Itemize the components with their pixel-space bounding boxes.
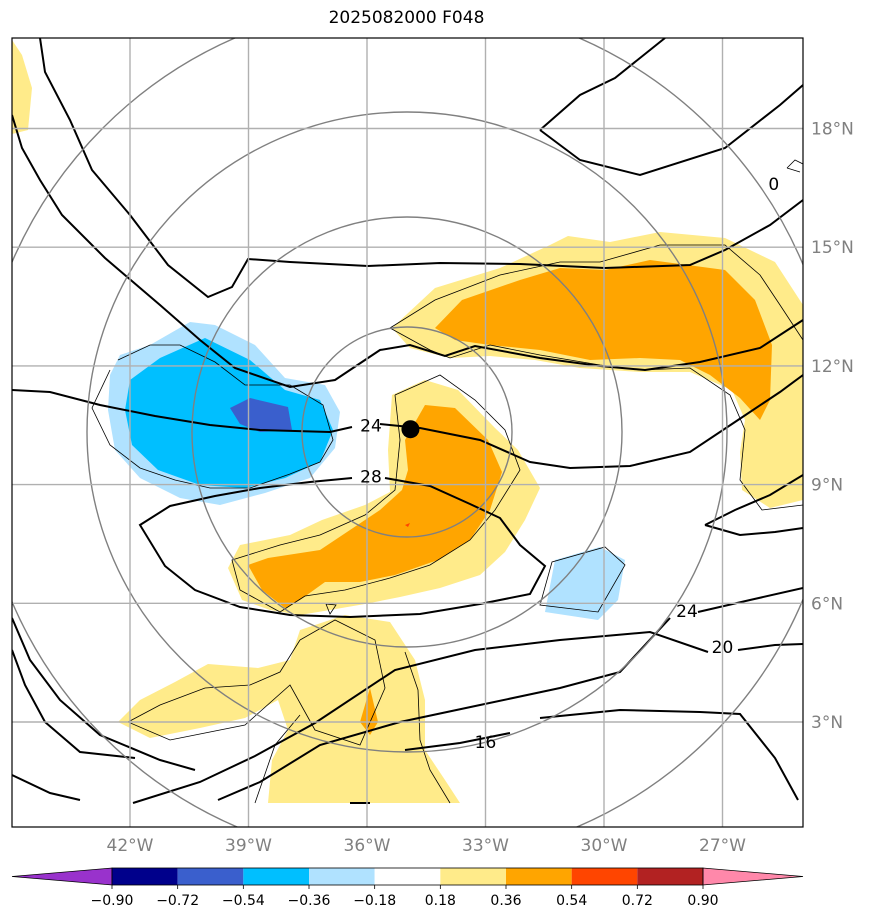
lon-tick-label: 42°W bbox=[107, 836, 154, 856]
lat-tick-label: 12°N bbox=[811, 357, 854, 377]
colorbar-swatch bbox=[506, 868, 572, 885]
shade-red-speck bbox=[405, 523, 410, 527]
thick-contour-east-2 bbox=[704, 524, 803, 537]
thin-contour-south bbox=[127, 619, 386, 746]
lon-tick-label: 30°W bbox=[581, 836, 628, 856]
colorbar-tick-label: −0.54 bbox=[222, 893, 265, 909]
contour-label: 0 bbox=[768, 175, 779, 195]
colorbar-swatch bbox=[309, 868, 375, 885]
colorbar-swatch bbox=[374, 868, 441, 885]
map-field bbox=[12, 38, 803, 827]
map-title: 2025082000 F048 bbox=[328, 8, 485, 28]
colorbar-swatch bbox=[440, 868, 506, 885]
lon-tick-label: 33°W bbox=[462, 836, 509, 856]
lat-tick-label: 6°N bbox=[811, 594, 843, 614]
thick-contour-ne bbox=[539, 38, 803, 177]
thick-contour-28 bbox=[138, 477, 547, 619]
thin-contour-central bbox=[231, 374, 521, 613]
thin-contour-east-blob bbox=[539, 546, 626, 613]
colorbar-tick-label: −0.18 bbox=[353, 893, 396, 909]
colorbar-tick-label: 0.72 bbox=[622, 893, 653, 909]
thick-contours bbox=[12, 38, 803, 804]
storm-center-marker bbox=[401, 420, 420, 439]
contour-label: 28 bbox=[360, 468, 382, 488]
colorbar-tick-label: 0.18 bbox=[425, 893, 456, 909]
thick-contour-20 bbox=[132, 630, 803, 804]
shade-orange-south bbox=[360, 688, 378, 735]
shade-cyan bbox=[125, 338, 333, 488]
lat-tick-label: 18°N bbox=[811, 120, 854, 140]
colorbar-swatch bbox=[637, 868, 703, 885]
contour-label: 24 bbox=[676, 602, 698, 622]
range-ring-2 bbox=[191, 216, 623, 648]
colorbar-tick-label: 0.54 bbox=[556, 893, 587, 909]
axis-labels: 42°W 39°W 36°W 33°W 30°W 27°W 3°N 6°N 9°N 12°N 15°… bbox=[107, 120, 854, 857]
lat-tick-label: 3°N bbox=[811, 713, 843, 733]
colorbar-swatch bbox=[112, 868, 178, 885]
shade-royal-blue bbox=[230, 398, 292, 432]
thick-contour-24-south bbox=[12, 587, 803, 801]
colorbar-swatch bbox=[571, 868, 638, 885]
thick-contour-24 bbox=[12, 374, 803, 470]
thick-contour-nw-2 bbox=[12, 114, 803, 389]
contour-label: 24 bbox=[360, 416, 382, 436]
range-ring-1 bbox=[301, 326, 513, 538]
colorbar-tick-label: 0.36 bbox=[490, 893, 521, 909]
contour-label: 16 bbox=[475, 733, 497, 753]
colorbar-tick-label: −0.90 bbox=[91, 893, 134, 909]
range-rings bbox=[12, 38, 803, 827]
colorbar-extend-min bbox=[11, 867, 113, 886]
colorbar-swatch bbox=[177, 868, 244, 885]
thick-contour-nw-1 bbox=[39, 38, 803, 299]
lon-tick-label: 36°W bbox=[344, 836, 391, 856]
map-frame bbox=[11, 37, 804, 828]
lon-tick-label: 27°W bbox=[699, 836, 746, 856]
range-ring-3 bbox=[86, 111, 728, 753]
colorbar-outline bbox=[111, 867, 704, 886]
contour-labels: 24 28 24 20 16 0 bbox=[360, 175, 779, 753]
colorbar: −0.90 −0.72 −0.54 −0.36 −0.18 0.18 0.36 0.54 0.7… bbox=[11, 867, 804, 909]
thin-contour-small bbox=[325, 603, 337, 615]
shade-yellow-nw-corner bbox=[12, 40, 32, 134]
colorbar-tick-label: 0.90 bbox=[687, 893, 718, 909]
shade-yellow-south bbox=[118, 615, 460, 803]
shade-orange-central bbox=[248, 405, 502, 608]
thick-contour-16 bbox=[12, 708, 799, 804]
lat-tick-label: 15°N bbox=[811, 238, 854, 258]
colorbar-swatch bbox=[243, 868, 309, 885]
contour-label: 20 bbox=[712, 638, 734, 658]
colorbar-tick-label: −0.36 bbox=[288, 893, 331, 909]
lat-tick-label: 9°N bbox=[811, 476, 843, 496]
graticule bbox=[12, 38, 803, 827]
colorbar-extend-max bbox=[702, 867, 804, 886]
thin-contour-zero bbox=[786, 159, 803, 173]
lon-tick-label: 39°W bbox=[225, 836, 272, 856]
colorbar-tick-label: −0.72 bbox=[156, 893, 199, 909]
shade-light-blue-east bbox=[545, 547, 625, 620]
